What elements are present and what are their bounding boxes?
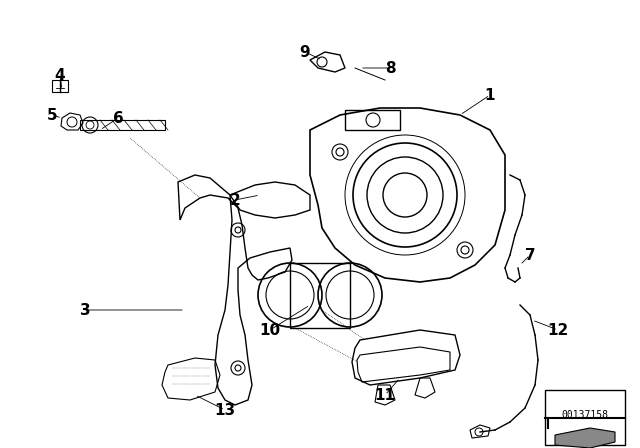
Bar [545,390,625,445]
Text: 10: 10 [259,323,280,337]
Text: 8: 8 [385,60,396,76]
Bar [290,263,350,328]
Text: 6: 6 [113,111,124,125]
Polygon shape [555,428,615,448]
Text: 4: 4 [54,68,65,82]
Text: 13: 13 [214,402,236,418]
Bar [52,80,68,92]
Text: 00137158: 00137158 [561,410,609,420]
Text: 9: 9 [300,44,310,60]
Text: 5: 5 [47,108,58,122]
Bar [345,110,400,130]
Bar [80,120,165,130]
Text: 1: 1 [484,87,495,103]
Text: 7: 7 [525,247,535,263]
Text: 2: 2 [230,193,241,207]
Text: 12: 12 [547,323,568,337]
Text: 3: 3 [80,302,90,318]
Text: 11: 11 [374,388,396,402]
